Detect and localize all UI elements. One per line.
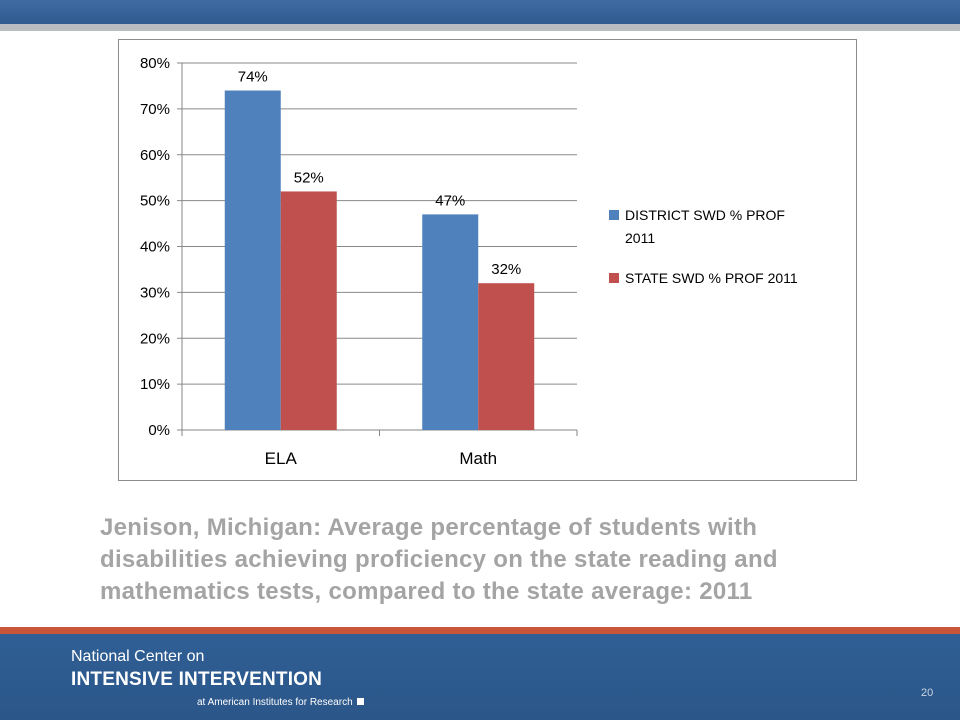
y-tick-label: 60% — [140, 147, 170, 164]
org-affiliation: at American Institutes for Research — [197, 697, 364, 708]
data-label: 47% — [435, 192, 465, 209]
org-affiliation-text: at American Institutes for Research — [197, 697, 353, 708]
x-category-label: Math — [459, 449, 497, 468]
y-tick-label: 40% — [140, 239, 170, 256]
legend-label-district-line1: DISTRICT SWD % PROF — [625, 207, 785, 223]
y-axis-ticks: 0% 10% 20% 30% 40% 50% 60% 70% 80% — [140, 55, 170, 439]
bar-state-ela — [280, 191, 337, 430]
bar-state-math — [478, 283, 535, 430]
page-number: 20 — [921, 687, 934, 699]
y-tick-label: 50% — [140, 193, 170, 210]
bar-district-ela — [224, 90, 281, 431]
data-label: 32% — [491, 261, 521, 278]
legend-swatch-district — [609, 210, 619, 220]
footer-accent-line — [0, 627, 960, 634]
y-tick-label: 30% — [140, 284, 170, 301]
top-stripe — [0, 24, 960, 31]
legend-swatch-state — [609, 273, 619, 283]
org-name-line1: National Center on — [71, 648, 205, 665]
y-tick-label: 80% — [140, 55, 170, 72]
legend: DISTRICT SWD % PROF 2011 STATE SWD % PRO… — [609, 207, 798, 286]
chart-caption: Jenison, Michigan: Average percentage of… — [100, 512, 930, 608]
legend-label-district-line2: 2011 — [625, 230, 655, 246]
y-tick-label: 70% — [140, 101, 170, 118]
legend-label-state: STATE SWD % PROF 2011 — [625, 270, 798, 286]
data-label: 74% — [238, 69, 268, 86]
square-icon — [356, 698, 364, 705]
chart-frame: 0% 10% 20% 30% 40% 50% 60% 70% 80% 74% 47% 52% 32% … — [118, 39, 857, 481]
x-category-label: ELA — [265, 449, 298, 468]
top-bar — [0, 0, 960, 24]
data-label: 52% — [294, 169, 324, 186]
bars — [224, 90, 535, 431]
footer-bar — [0, 634, 960, 720]
y-tick-label: 0% — [148, 422, 170, 439]
bar-district-math — [422, 214, 479, 430]
caption-line-2: disabilities achieving proficiency on th… — [100, 546, 778, 573]
y-tick-label: 10% — [140, 376, 170, 393]
caption-line-1: Jenison, Michigan: Average percentage of… — [100, 514, 758, 541]
y-tick-label: 20% — [140, 330, 170, 347]
org-name-line2: INTENSIVE INTERVENTION — [71, 669, 323, 690]
x-axis-categories: ELA Math — [265, 449, 497, 468]
bar-chart: 0%10%20%30%40%50%60%70%80% 74%47%52%32% … — [140, 55, 798, 468]
data-labels: 74% 47% 52% 32% — [238, 69, 522, 279]
caption-line-3: mathematics tests, compared to the state… — [100, 578, 753, 605]
